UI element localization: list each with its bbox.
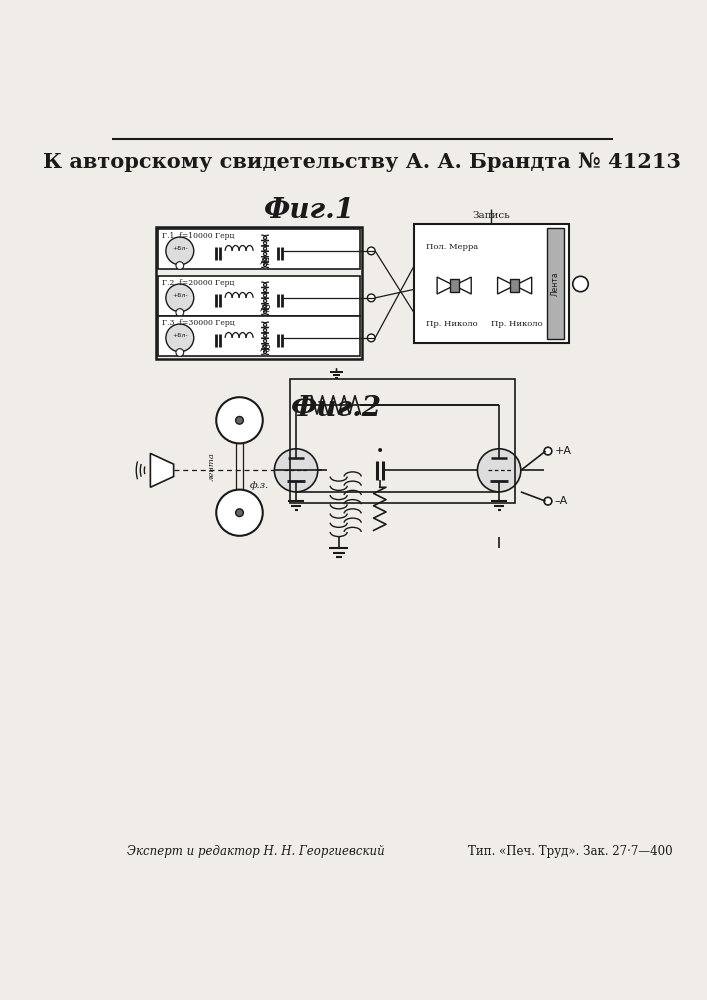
Bar — [510, 279, 519, 292]
Bar — [450, 279, 459, 292]
Circle shape — [368, 247, 375, 255]
Text: Фиг.1: Фиг.1 — [264, 197, 355, 224]
Text: Пол. Мерра: Пол. Мерра — [426, 243, 478, 251]
Circle shape — [166, 324, 194, 352]
Text: +Бл-: +Бл- — [172, 333, 187, 338]
Circle shape — [216, 490, 263, 536]
Text: Г.3  f=30000 Герц: Г.3 f=30000 Герц — [162, 319, 235, 327]
Circle shape — [176, 349, 184, 356]
Circle shape — [368, 334, 375, 342]
Text: Л3: Л3 — [259, 345, 271, 354]
Circle shape — [166, 237, 194, 265]
Circle shape — [216, 397, 263, 443]
Circle shape — [235, 416, 243, 424]
Circle shape — [544, 497, 552, 505]
Polygon shape — [437, 277, 454, 294]
Circle shape — [176, 309, 184, 316]
Bar — [158, 229, 360, 269]
Bar — [547, 228, 564, 339]
Text: Пр. Николо: Пр. Николо — [426, 320, 477, 328]
Polygon shape — [151, 453, 174, 487]
Text: лента: лента — [209, 452, 216, 481]
Text: +Бл-: +Бл- — [172, 246, 187, 251]
Circle shape — [544, 447, 552, 455]
Text: +Бл-: +Бл- — [172, 293, 187, 298]
Polygon shape — [515, 277, 532, 294]
Bar — [158, 276, 360, 316]
Circle shape — [235, 509, 243, 517]
Text: Пр. Николо: Пр. Николо — [491, 320, 543, 328]
Text: Фиг.2: Фиг.2 — [291, 395, 382, 422]
Text: –А: –А — [555, 496, 568, 506]
Text: Л1: Л1 — [259, 258, 271, 267]
Text: Л2: Л2 — [259, 305, 271, 314]
Text: Запись: Запись — [472, 211, 510, 220]
Circle shape — [274, 449, 317, 492]
Text: ф.з.: ф.з. — [250, 481, 269, 490]
Circle shape — [368, 294, 375, 302]
Text: К авторскому свидетельству А. А. Брандта № 41213: К авторскому свидетельству А. А. Брандта… — [43, 152, 681, 172]
Circle shape — [166, 284, 194, 312]
Circle shape — [573, 276, 588, 292]
Text: Тип. «Печ. Труд». Зак. 27·7—40​0: Тип. «Печ. Труд». Зак. 27·7—40​0 — [468, 845, 673, 858]
Text: •: • — [375, 444, 384, 458]
Polygon shape — [498, 277, 515, 294]
Bar — [156, 227, 362, 359]
Text: Эксперт и редактор Н. Н. Георгиевский: Эксперт и редактор Н. Н. Георгиевский — [127, 845, 385, 858]
Bar — [290, 379, 515, 503]
Bar — [414, 224, 569, 343]
Circle shape — [176, 262, 184, 269]
Text: Лента: Лента — [551, 272, 560, 296]
Polygon shape — [454, 277, 472, 294]
Text: +А: +А — [555, 446, 572, 456]
Text: Г.1  f=10000 Герц: Г.1 f=10000 Герц — [162, 232, 235, 240]
Bar — [158, 316, 360, 356]
Circle shape — [477, 449, 521, 492]
Text: Г.2  f=20000 Герц: Г.2 f=20000 Герц — [162, 279, 235, 287]
